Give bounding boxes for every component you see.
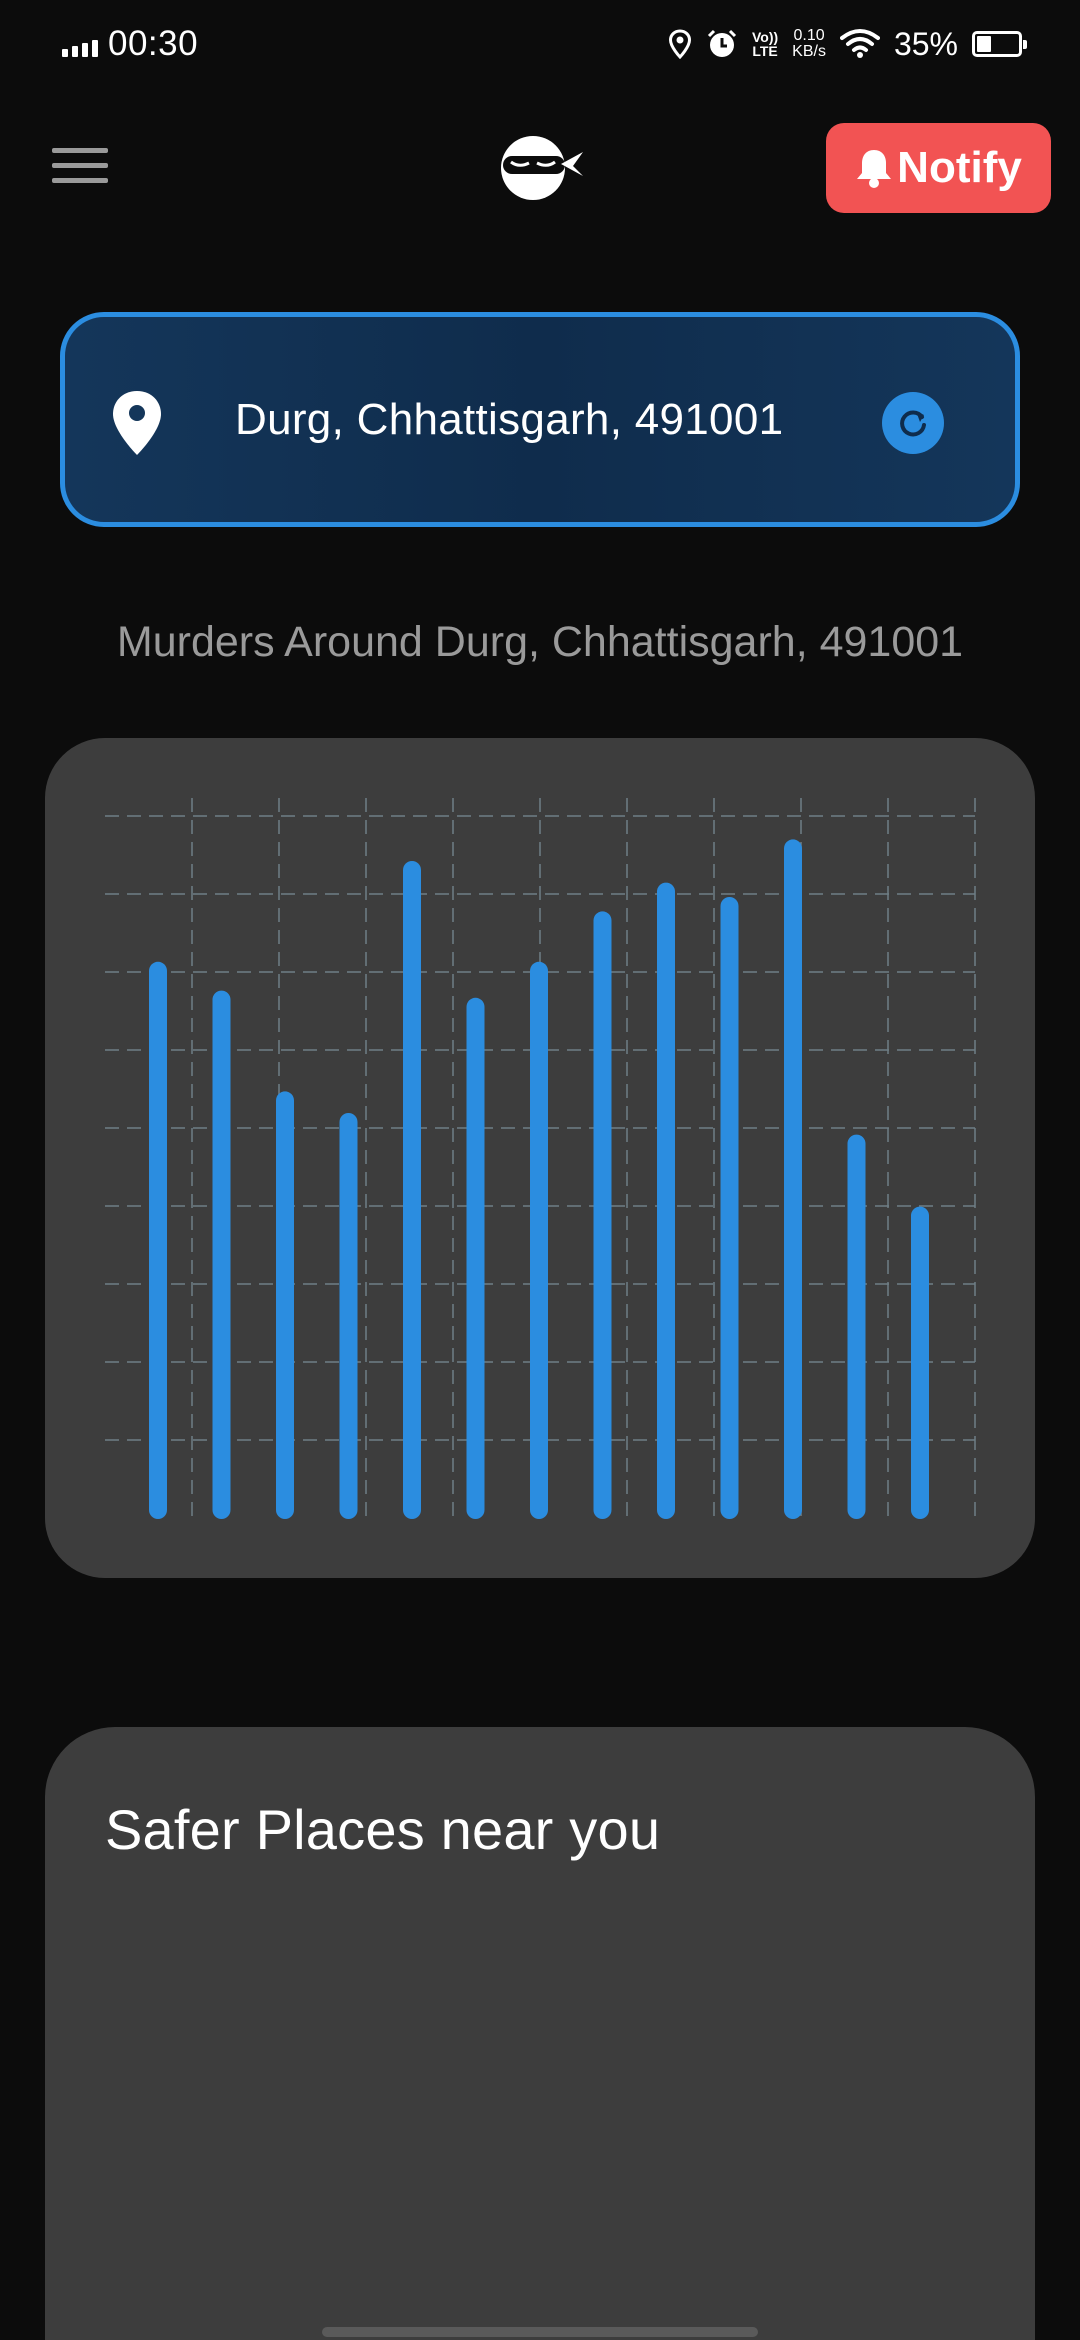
location-text: Durg, Chhattisgarh, 491001: [235, 394, 784, 444]
home-indicator[interactable]: [322, 2327, 758, 2337]
ninja-logo-icon: [501, 136, 583, 200]
bell-icon: [857, 150, 892, 188]
network-speed-value: 0.10: [793, 27, 825, 44]
network-speed-unit: KB/s: [792, 43, 826, 60]
wifi-icon: [839, 29, 880, 58]
menu-line: [52, 177, 108, 183]
network-speed: 0.10 KB/s: [792, 28, 826, 60]
status-time: 00:30: [108, 24, 199, 63]
volte-top-label: Vo)): [751, 29, 779, 45]
status-bar-right: Vo)) LTE 0.10 KB/s 35%: [668, 20, 1027, 68]
alarm-icon: [707, 29, 737, 57]
menu-line: [52, 147, 108, 153]
safer-places-title: Safer Places near you: [105, 1798, 661, 1861]
battery-icon: [972, 31, 1027, 57]
volte-bottom-label: LTE: [752, 43, 778, 59]
murder-chart-card: [45, 738, 1035, 1578]
notify-button[interactable]: Notify: [826, 123, 1051, 213]
status-bar-left: 00:30: [62, 22, 198, 66]
battery-fill: [977, 36, 991, 52]
murder-bar-chart: [105, 798, 976, 1519]
location-card[interactable]: Durg, Chhattisgarh, 491001: [60, 312, 1020, 527]
menu-line: [52, 162, 108, 168]
refresh-button[interactable]: [882, 392, 944, 454]
chart-title: Murders Around Durg, Chhattisgarh, 49100…: [116, 618, 964, 666]
location-status-icon: [668, 29, 691, 59]
hamburger-menu-icon[interactable]: [52, 140, 112, 190]
battery-percent: 35%: [893, 25, 958, 62]
location-pin-icon: [113, 391, 161, 455]
volte-icon: Vo)) LTE: [752, 30, 778, 58]
notify-label: Notify: [897, 143, 1022, 192]
refresh-icon: [900, 410, 926, 437]
safer-places-card: Safer Places near you: [45, 1727, 1035, 2340]
status-bar: 00:30 Vo)) LTE 0.10 KB/s: [0, 0, 1080, 90]
signal-strength-icon: [62, 31, 98, 57]
